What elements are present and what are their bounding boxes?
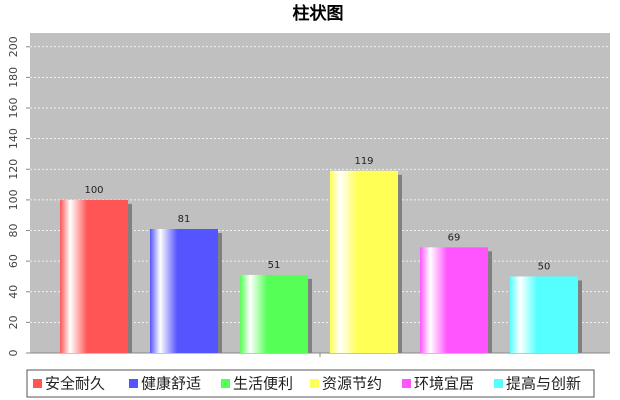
legend-label: 生活便利 [233, 375, 293, 393]
y-tick-label: 60 [7, 254, 20, 268]
value-label: 119 [354, 156, 373, 167]
y-tick-label: 40 [7, 285, 20, 299]
y-tick-label: 80 [7, 224, 20, 238]
bar [240, 274, 308, 353]
bar [510, 276, 578, 353]
legend-swatch [33, 379, 42, 388]
legend-swatch [129, 379, 138, 388]
value-label: 51 [268, 260, 281, 271]
y-tick-label: 200 [7, 36, 20, 57]
bar [420, 247, 488, 353]
chart-title: 柱状图 [293, 3, 344, 24]
legend-swatch [494, 379, 503, 388]
bar [330, 170, 398, 353]
legend-label: 安全耐久 [45, 375, 105, 393]
legend-swatch [402, 379, 411, 388]
legend-label: 提高与创新 [506, 375, 581, 393]
y-tick-label: 140 [7, 128, 20, 149]
y-tick-label: 0 [7, 350, 20, 357]
value-label: 69 [448, 232, 461, 243]
bar [60, 199, 128, 353]
y-tick-label: 120 [7, 159, 20, 180]
y-tick-label: 180 [7, 67, 20, 88]
value-label: 50 [538, 261, 551, 272]
legend-label: 健康舒适 [141, 375, 201, 393]
legend-swatch [221, 379, 230, 388]
value-label: 81 [178, 214, 191, 225]
y-tick-label: 100 [7, 189, 20, 210]
y-tick-label: 20 [7, 315, 20, 329]
y-tick-label: 160 [7, 98, 20, 119]
legend-swatch [310, 379, 319, 388]
legend-label: 环境宜居 [414, 375, 474, 393]
bar [150, 228, 218, 353]
value-label: 100 [84, 185, 103, 196]
legend-label: 资源节约 [322, 375, 382, 393]
